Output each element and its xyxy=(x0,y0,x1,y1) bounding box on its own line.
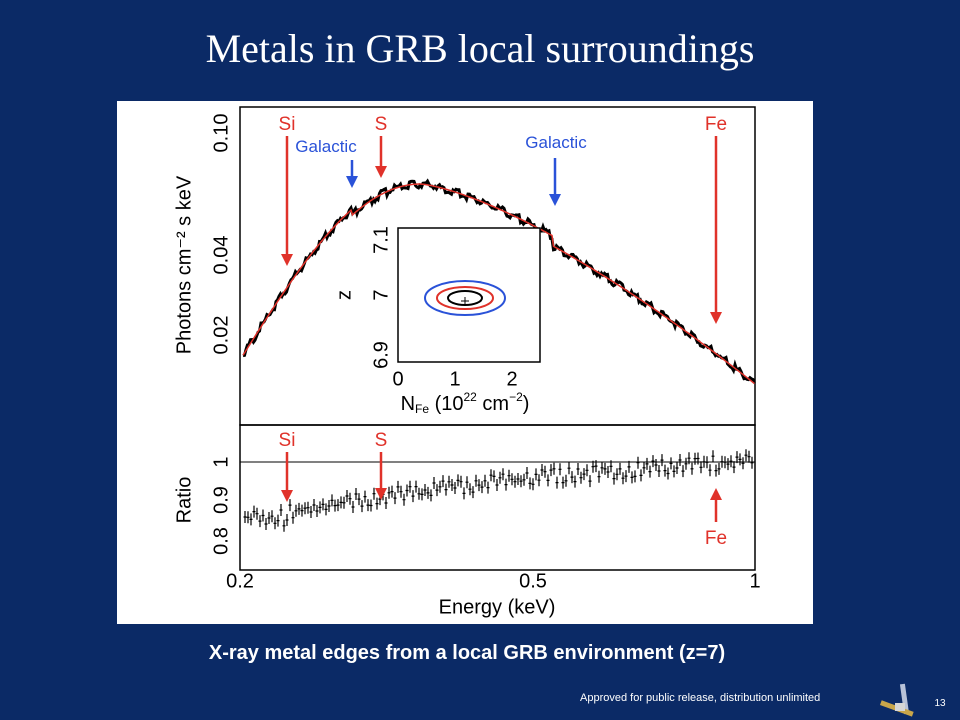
inset-x-tick: 1 xyxy=(449,368,460,390)
y-tick-label: 0.04 xyxy=(210,236,232,275)
annotation: S xyxy=(375,430,388,451)
annotation: Si xyxy=(279,430,296,451)
footer: Approved for public release, distributio… xyxy=(580,692,820,704)
y-axis-label: Photons cm⁻² s keV xyxy=(173,175,195,354)
annotation: Galactic xyxy=(525,133,587,152)
x-tick-label: 0.5 xyxy=(519,570,547,592)
y-tick-label: 0.8 xyxy=(210,527,232,555)
annotation: Fe xyxy=(705,114,727,135)
x-tick-label: 0.2 xyxy=(226,570,254,592)
contour xyxy=(436,286,494,310)
x-tick-label: 1 xyxy=(749,570,760,592)
annotation: Fe xyxy=(705,528,727,549)
page-number: 13 xyxy=(934,698,946,709)
y-tick-label: 0.02 xyxy=(210,316,232,355)
inset-x-tick: 2 xyxy=(506,368,517,390)
best-fit xyxy=(461,297,469,305)
x-axis-label: Energy (keV) xyxy=(439,596,556,618)
inset-y-tick: 6.9 xyxy=(370,341,392,369)
arrows xyxy=(281,136,722,522)
inset-y-tick: 7 xyxy=(370,289,392,300)
contour xyxy=(424,280,506,316)
figure: 0.02 0.04 0.10 Photons cm⁻² s keV 0.8 0.… xyxy=(173,106,761,618)
annotation: Galactic xyxy=(295,137,357,156)
spectrum-model xyxy=(242,183,755,385)
inset-y-tick: 7.1 xyxy=(370,226,392,254)
inset-frame xyxy=(397,227,541,363)
y-tick-label: 0.10 xyxy=(210,114,232,153)
y-tick-label: 0.9 xyxy=(210,486,232,514)
inset-y-label: z xyxy=(333,290,355,300)
satellite-icon xyxy=(879,683,914,717)
annotation: S xyxy=(375,114,388,135)
y-tick-label: 1 xyxy=(210,456,232,467)
caption: X-ray metal edges from a local GRB envir… xyxy=(209,642,725,664)
inset-x-label: NFe (1022 cm−2) xyxy=(401,390,530,416)
annotation: Si xyxy=(279,114,296,135)
spectrum xyxy=(242,178,756,532)
slide-title: Metals in GRB local surroundings xyxy=(206,26,755,71)
ratio-data xyxy=(243,449,754,532)
bottom-frame xyxy=(239,424,756,571)
y-axis-label: Ratio xyxy=(173,477,195,524)
inset-x-tick: 0 xyxy=(392,368,403,390)
